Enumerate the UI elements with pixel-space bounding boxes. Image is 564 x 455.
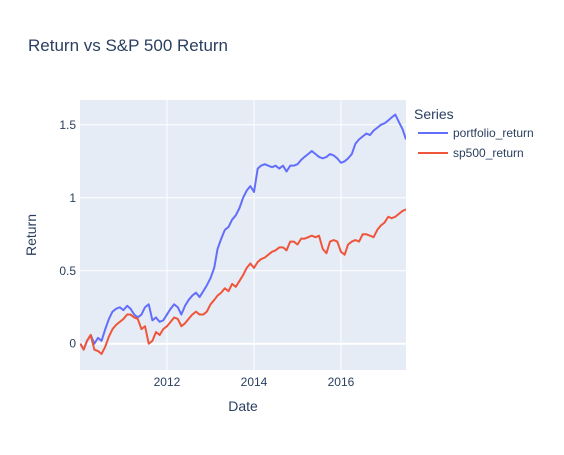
x-tick-label: 2014 [241, 375, 268, 389]
legend-title: Series [414, 106, 454, 122]
x-axis-ticks: 2012 2014 2016 [154, 375, 355, 389]
series-line-portfolio-return [80, 113, 406, 351]
chart-title: Return vs S&P 500 Return [28, 36, 228, 55]
x-tick-label: 2012 [154, 375, 181, 389]
y-tick-label: 1.5 [59, 118, 76, 132]
legend-label: portfolio_return [453, 126, 534, 140]
plot-background [80, 100, 406, 370]
legend-items: portfolio_return sp500_return [418, 126, 534, 160]
y-tick-label: 0 [69, 337, 76, 351]
y-tick-label: 0.5 [59, 264, 76, 278]
series-lines [80, 113, 406, 355]
series-line-sp500-return [80, 208, 406, 355]
y-axis-ticks: 0 0.5 1 1.5 [59, 118, 76, 351]
y-tick-label: 1 [69, 191, 76, 205]
legend-label: sp500_return [453, 146, 524, 160]
x-axis-title: Date [228, 398, 258, 414]
x-tick-label: 2016 [328, 375, 355, 389]
legend: Series portfolio_return sp500_return [414, 106, 534, 160]
y-axis-title: Return [23, 214, 39, 256]
